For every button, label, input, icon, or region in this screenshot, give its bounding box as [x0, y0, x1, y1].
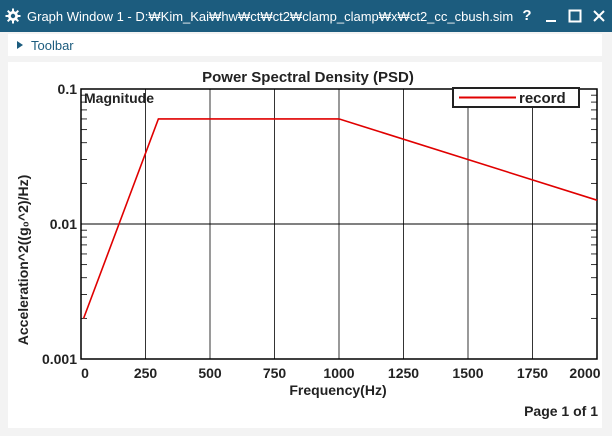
plot-frame	[80, 88, 598, 360]
expand-triangle-icon	[17, 41, 23, 49]
x-tick-label: 0	[81, 365, 89, 381]
x-tick-label: 2000	[569, 365, 600, 381]
window-title: Graph Window 1 - D:₩Kim_Kai₩hw₩ct₩ct2₩cl…	[27, 8, 514, 24]
grid	[81, 89, 597, 359]
toolbar-toggle[interactable]: Toolbar	[8, 34, 602, 56]
toolbar-label: Toolbar	[31, 37, 74, 53]
gear-icon[interactable]	[2, 0, 24, 32]
x-tick-label: 1250	[388, 365, 419, 381]
x-tick-label: 500	[198, 365, 222, 381]
minimize-icon[interactable]	[544, 9, 558, 23]
legend-label-record: record	[519, 90, 566, 107]
series-layer	[82, 118, 598, 319]
page-indicator: Page 1 of 1	[524, 403, 598, 419]
magnitude-label: Magnitude	[84, 90, 154, 106]
plot-area: 0 250 500 750 1000 1250 1500 1750 2000 0.001 0.01 0…	[8, 62, 602, 428]
maximize-icon[interactable]	[568, 9, 582, 23]
y-tick-label: 0.01	[50, 216, 77, 232]
x-tick-label: 1750	[517, 365, 548, 381]
x-tick-label: 250	[134, 365, 158, 381]
close-icon[interactable]	[592, 9, 606, 23]
series-line-record	[82, 118, 598, 319]
window-titlebar: Graph Window 1 - D:₩Kim_Kai₩hw₩ct₩ct2₩cl…	[0, 0, 612, 32]
y-tick-label: 0.001	[42, 351, 77, 367]
x-tick-label: 1500	[452, 365, 483, 381]
x-axis-label: Frequency(Hz)	[289, 382, 386, 398]
tick-labels: 0 250 500 750 1000 1250 1500 1750 2000 0.001 0.01 0…	[42, 81, 601, 381]
scroll-edge	[603, 62, 609, 428]
help-button[interactable]: ?	[522, 7, 532, 24]
window-controls: ?	[520, 0, 606, 32]
x-tick-label: 1000	[323, 365, 354, 381]
x-tick-label: 750	[263, 365, 287, 381]
legend[interactable]: record	[452, 87, 580, 108]
y-axis-label: Acceleration^2((g₀^2)/Hz)	[15, 175, 31, 345]
chart-title: Power Spectral Density (PSD)	[202, 69, 414, 86]
y-tick-label: 0.1	[58, 81, 78, 97]
psd-chart: 0 250 500 750 1000 1250 1500 1750 2000 0.001 0.01 0…	[15, 69, 601, 398]
